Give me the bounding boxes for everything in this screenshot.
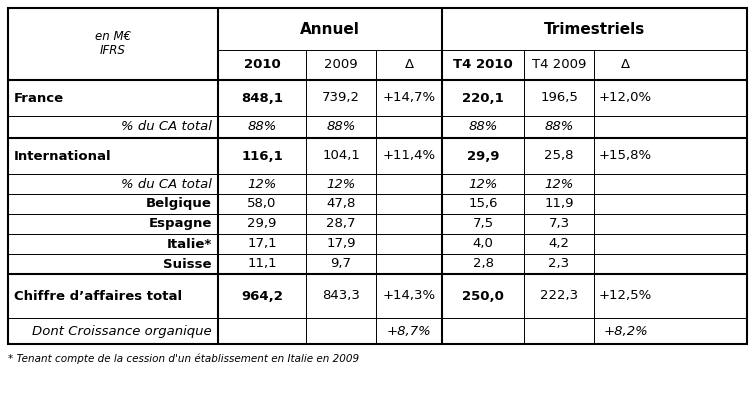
- Text: Trimestriels: Trimestriels: [544, 21, 645, 36]
- Text: 222,3: 222,3: [540, 290, 578, 303]
- Text: 88%: 88%: [468, 120, 498, 134]
- Text: 17,1: 17,1: [247, 237, 277, 250]
- Text: 7,5: 7,5: [473, 218, 494, 231]
- Text: 196,5: 196,5: [540, 92, 578, 105]
- Bar: [8, 8, 747, 344]
- Text: 58,0: 58,0: [248, 198, 276, 211]
- Text: 12%: 12%: [326, 177, 356, 190]
- Text: 17,9: 17,9: [326, 237, 356, 250]
- Text: 29,9: 29,9: [467, 149, 499, 162]
- Text: 88%: 88%: [544, 120, 574, 134]
- Text: 88%: 88%: [326, 120, 356, 134]
- Text: +8,2%: +8,2%: [603, 325, 648, 337]
- Text: 2010: 2010: [244, 58, 280, 71]
- Text: * Tenant compte de la cession d'un établissement en Italie en 2009: * Tenant compte de la cession d'un établ…: [8, 354, 359, 365]
- Text: 9,7: 9,7: [331, 258, 352, 271]
- Text: 250,0: 250,0: [462, 290, 504, 303]
- Text: 88%: 88%: [248, 120, 276, 134]
- Text: Espagne: Espagne: [149, 218, 212, 231]
- Text: Dont Croissance organique: Dont Croissance organique: [32, 325, 212, 337]
- Text: 220,1: 220,1: [462, 92, 504, 105]
- Text: 29,9: 29,9: [248, 218, 276, 231]
- Text: 848,1: 848,1: [241, 92, 283, 105]
- Text: IFRS: IFRS: [100, 45, 126, 58]
- Text: Chiffre d’affaires total: Chiffre d’affaires total: [14, 290, 182, 303]
- Text: 12%: 12%: [544, 177, 574, 190]
- Text: +15,8%: +15,8%: [599, 149, 652, 162]
- Text: % du CA total: % du CA total: [121, 120, 212, 134]
- Text: 25,8: 25,8: [544, 149, 574, 162]
- Text: +12,5%: +12,5%: [599, 290, 652, 303]
- Text: 2,8: 2,8: [473, 258, 494, 271]
- Text: +14,7%: +14,7%: [383, 92, 436, 105]
- Text: T4 2010: T4 2010: [453, 58, 513, 71]
- Text: Belgique: Belgique: [146, 198, 212, 211]
- Text: Δ: Δ: [621, 58, 630, 71]
- Text: 964,2: 964,2: [241, 290, 283, 303]
- Text: Δ: Δ: [405, 58, 414, 71]
- Text: 7,3: 7,3: [548, 218, 569, 231]
- Text: International: International: [14, 149, 112, 162]
- Text: 11,1: 11,1: [247, 258, 277, 271]
- Text: +8,7%: +8,7%: [387, 325, 431, 337]
- Text: +14,3%: +14,3%: [383, 290, 436, 303]
- Text: 843,3: 843,3: [322, 290, 360, 303]
- Text: 47,8: 47,8: [326, 198, 356, 211]
- Text: % du CA total: % du CA total: [121, 177, 212, 190]
- Text: 4,0: 4,0: [473, 237, 494, 250]
- Text: 15,6: 15,6: [468, 198, 498, 211]
- Text: 12%: 12%: [468, 177, 498, 190]
- Text: 2009: 2009: [324, 58, 358, 71]
- Text: Annuel: Annuel: [300, 21, 360, 36]
- Text: 4,2: 4,2: [548, 237, 569, 250]
- Text: +11,4%: +11,4%: [383, 149, 436, 162]
- Text: 116,1: 116,1: [241, 149, 283, 162]
- Text: 739,2: 739,2: [322, 92, 360, 105]
- Text: 12%: 12%: [248, 177, 276, 190]
- Text: T4 2009: T4 2009: [532, 58, 586, 71]
- Text: 28,7: 28,7: [326, 218, 356, 231]
- Text: +12,0%: +12,0%: [599, 92, 652, 105]
- Text: Suisse: Suisse: [164, 258, 212, 271]
- Text: 104,1: 104,1: [322, 149, 360, 162]
- Text: Italie*: Italie*: [167, 237, 212, 250]
- Text: 2,3: 2,3: [548, 258, 569, 271]
- Text: 11,9: 11,9: [544, 198, 574, 211]
- Text: en M€: en M€: [95, 30, 131, 43]
- Text: France: France: [14, 92, 64, 105]
